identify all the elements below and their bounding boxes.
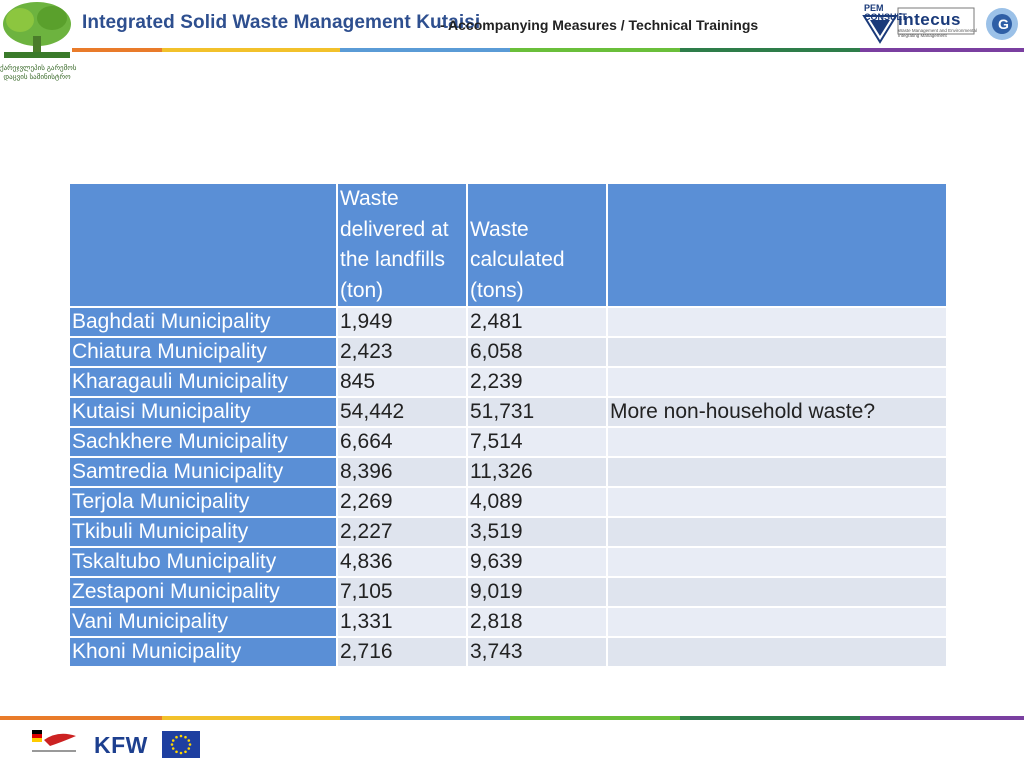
cell-note bbox=[606, 336, 948, 368]
cell-calculated: 9,019 bbox=[466, 576, 608, 608]
german-cooperation-logo-icon bbox=[32, 730, 76, 752]
cell-note bbox=[606, 426, 948, 458]
cell-delivered: 54,442 bbox=[336, 396, 468, 428]
pem-consult-label: PEM CONSULT bbox=[864, 3, 907, 22]
table-row: Kutaisi Municipality 54,442 51,731 More non… bbox=[68, 396, 948, 428]
pem-consult-logo-icon: G bbox=[862, 7, 1018, 44]
table-row: Sachkhere Municipality 6,664 7,514 bbox=[68, 426, 948, 458]
color-stripe-top-2 bbox=[162, 48, 340, 52]
cell-municipality: Baghdati Municipality bbox=[68, 306, 338, 338]
table-row: Tskaltubo Municipality 4,836 9,639 bbox=[68, 546, 948, 578]
slide-header: ქარეჯვლეპის გარემოს დაცვის სამინისტრო In… bbox=[0, 0, 1024, 92]
cell-note bbox=[606, 516, 948, 548]
cell-note bbox=[606, 546, 948, 578]
cell-calculated: 4,089 bbox=[466, 486, 608, 518]
color-stripe-top-4 bbox=[510, 48, 680, 52]
cell-municipality: Samtredia Municipality bbox=[68, 456, 338, 488]
cell-municipality: Sachkhere Municipality bbox=[68, 426, 338, 458]
cell-delivered: 4,836 bbox=[336, 546, 468, 578]
header-cell-note bbox=[606, 182, 948, 308]
cell-note bbox=[606, 486, 948, 518]
kfw-logo: KFW bbox=[94, 732, 148, 758]
eu-flag-icon bbox=[162, 731, 200, 758]
color-stripe-top-1 bbox=[72, 48, 162, 52]
cell-calculated: 7,514 bbox=[466, 426, 608, 458]
cell-delivered: 8,396 bbox=[336, 456, 468, 488]
cell-note bbox=[606, 576, 948, 608]
cell-note bbox=[606, 606, 948, 638]
cell-calculated: 51,731 bbox=[466, 396, 608, 428]
partner-logos: G bbox=[862, 2, 1022, 44]
cell-municipality: Chiatura Municipality bbox=[68, 336, 338, 368]
cell-note bbox=[606, 366, 948, 398]
intecus-subtitle: Waste Management and Environmental Integ… bbox=[898, 28, 977, 38]
table-row: Tkibuli Municipality 2,227 3,519 bbox=[68, 516, 948, 548]
cell-municipality: Kutaisi Municipality bbox=[68, 396, 338, 428]
cell-note: More non-household waste? bbox=[606, 396, 948, 428]
cell-municipality: Khoni Municipality bbox=[68, 636, 338, 668]
cell-note bbox=[606, 456, 948, 488]
color-stripe-bottom-3 bbox=[340, 716, 510, 720]
cell-municipality: Tskaltubo Municipality bbox=[68, 546, 338, 578]
color-stripe-bottom-2 bbox=[162, 716, 340, 720]
cell-calculated: 6,058 bbox=[466, 336, 608, 368]
cell-calculated: 2,481 bbox=[466, 306, 608, 338]
cell-calculated: 3,519 bbox=[466, 516, 608, 548]
header-cell-calculated: Waste calculated (tons) bbox=[466, 182, 608, 308]
cell-delivered: 2,269 bbox=[336, 486, 468, 518]
color-stripe-bottom-1 bbox=[0, 716, 162, 720]
cell-calculated: 2,818 bbox=[466, 606, 608, 638]
table-row: Chiatura Municipality 2,423 6,058 bbox=[68, 336, 948, 368]
cell-delivered: 1,949 bbox=[336, 306, 468, 338]
tree-logo-icon bbox=[3, 2, 71, 58]
table-row: Baghdati Municipality 1,949 2,481 bbox=[68, 306, 948, 338]
table-row: Kharagauli Municipality 845 2,239 bbox=[68, 366, 948, 398]
table-row: Zestaponi Municipality 7,105 9,019 bbox=[68, 576, 948, 608]
cell-municipality: Tkibuli Municipality bbox=[68, 516, 338, 548]
table-row: Vani Municipality 1,331 2,818 bbox=[68, 606, 948, 638]
color-stripe-bottom-6 bbox=[860, 716, 1024, 720]
color-stripe-bottom-5 bbox=[680, 716, 860, 720]
cell-calculated: 9,639 bbox=[466, 546, 608, 578]
cell-municipality: Kharagauli Municipality bbox=[68, 366, 338, 398]
cell-municipality: Zestaponi Municipality bbox=[68, 576, 338, 608]
cell-delivered: 2,227 bbox=[336, 516, 468, 548]
cell-calculated: 2,239 bbox=[466, 366, 608, 398]
cell-delivered: 845 bbox=[336, 366, 468, 398]
intecus-label: intecus bbox=[898, 10, 962, 29]
cell-municipality: Terjola Municipality bbox=[68, 486, 338, 518]
cell-delivered: 2,423 bbox=[336, 336, 468, 368]
cell-delivered: 6,664 bbox=[336, 426, 468, 458]
cell-note bbox=[606, 636, 948, 668]
table-header-row: Waste delivered at the landfills (ton) W… bbox=[68, 182, 948, 308]
svg-text:G: G bbox=[998, 16, 1009, 32]
cell-delivered: 7,105 bbox=[336, 576, 468, 608]
app-subtitle: - Accompanying Measures / Technical Trai… bbox=[440, 17, 759, 33]
waste-table: Waste delivered at the landfills (ton) W… bbox=[68, 182, 948, 668]
cell-delivered: 1,331 bbox=[336, 606, 468, 638]
color-stripe-top-5 bbox=[680, 48, 860, 52]
cell-calculated: 3,743 bbox=[466, 636, 608, 668]
table-row: Samtredia Municipality 8,396 11,326 bbox=[68, 456, 948, 488]
header-cell-municipality bbox=[68, 182, 338, 308]
table-row: Terjola Municipality 2,269 4,089 bbox=[68, 486, 948, 518]
table-row: Khoni Municipality 2,716 3,743 bbox=[68, 636, 948, 668]
color-stripe-top-3 bbox=[340, 48, 510, 52]
cell-delivered: 2,716 bbox=[336, 636, 468, 668]
cell-municipality: Vani Municipality bbox=[68, 606, 338, 638]
cell-calculated: 11,326 bbox=[466, 456, 608, 488]
cell-note bbox=[606, 306, 948, 338]
color-stripe-top-6 bbox=[860, 48, 1024, 52]
app-title: Integrated Solid Waste Management Kutais… bbox=[82, 12, 481, 33]
color-stripe-bottom-4 bbox=[510, 716, 680, 720]
header-cell-delivered: Waste delivered at the landfills (ton) bbox=[336, 182, 468, 308]
ministry-caption: ქარეჯვლეპის გარემოს დაცვის სამინისტრო bbox=[0, 65, 77, 81]
